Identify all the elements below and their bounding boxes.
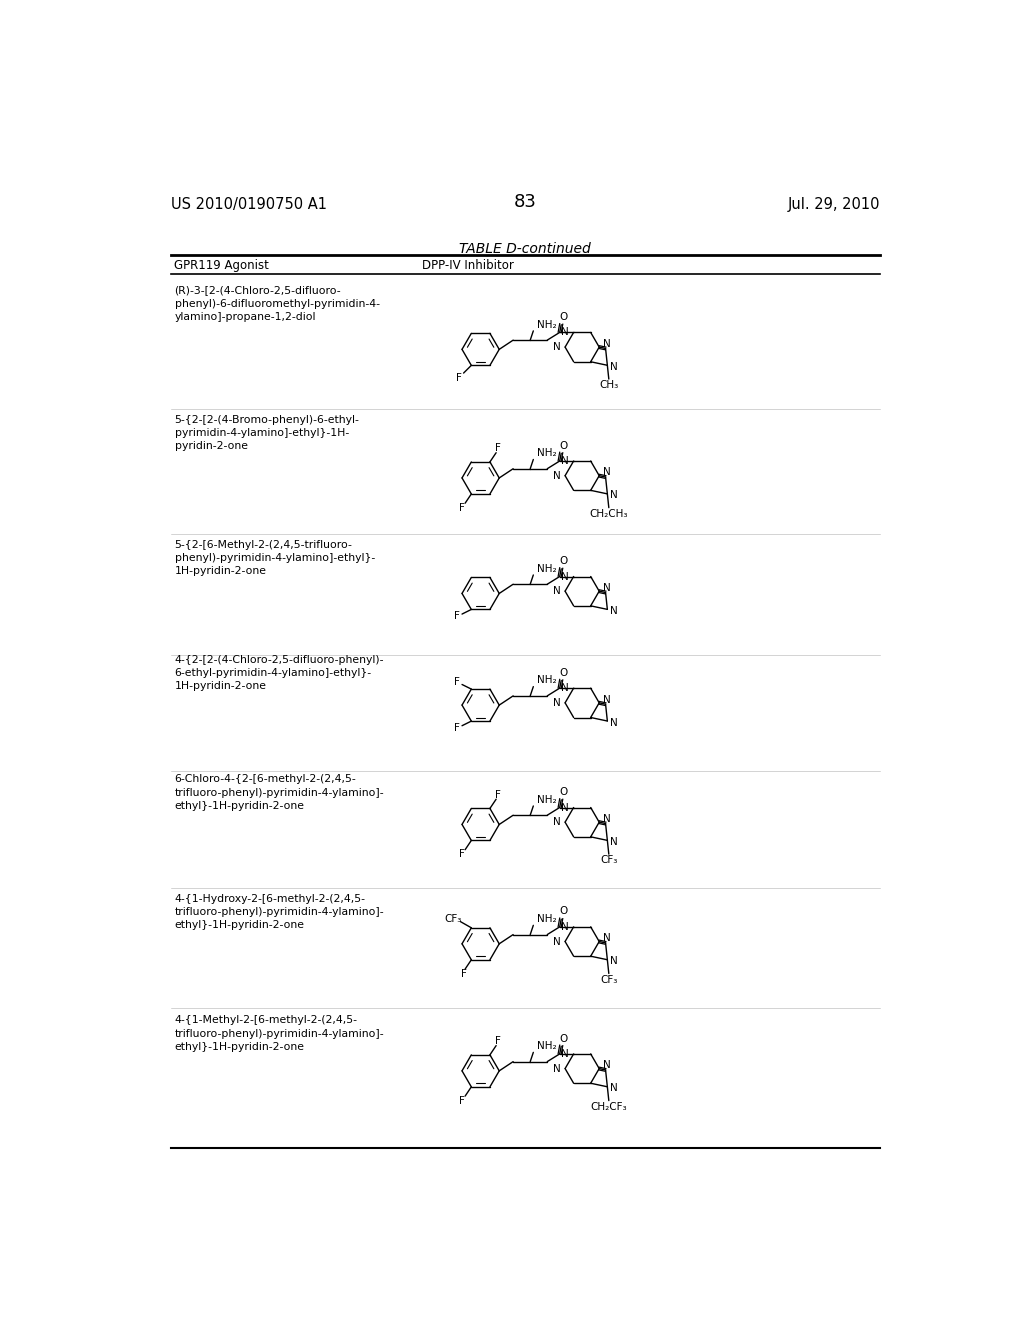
Text: N: N — [610, 491, 618, 500]
Text: NH₂: NH₂ — [538, 319, 557, 330]
Text: 4-{1-Hydroxy-2-[6-methyl-2-(2,4,5-
trifluoro-phenyl)-pyrimidin-4-ylamino]-
ethyl: 4-{1-Hydroxy-2-[6-methyl-2-(2,4,5- trifl… — [174, 894, 384, 931]
Text: F: F — [456, 372, 462, 383]
Text: N: N — [561, 803, 569, 813]
Text: F: F — [495, 444, 501, 453]
Text: F: F — [461, 969, 467, 978]
Text: 83: 83 — [513, 193, 537, 211]
Text: F: F — [459, 503, 465, 512]
Text: N: N — [603, 814, 611, 824]
Text: N: N — [561, 327, 569, 338]
Text: CH₂CF₃: CH₂CF₃ — [591, 1102, 627, 1111]
Text: N: N — [610, 606, 618, 616]
Text: 5-{2-[6-Methyl-2-(2,4,5-trifluoro-
phenyl)-pyrimidin-4-ylamino]-ethyl}-
1H-pyrid: 5-{2-[6-Methyl-2-(2,4,5-trifluoro- pheny… — [174, 540, 375, 576]
Text: N: N — [553, 471, 560, 480]
Text: 4-{2-[2-(4-Chloro-2,5-difluoro-phenyl)-
6-ethyl-pyrimidin-4-ylamino]-ethyl}-
1H-: 4-{2-[2-(4-Chloro-2,5-difluoro-phenyl)- … — [174, 655, 384, 692]
Text: NH₂: NH₂ — [538, 449, 557, 458]
Text: F: F — [454, 677, 460, 688]
Text: O: O — [559, 441, 567, 450]
Text: TABLE D-continued: TABLE D-continued — [459, 242, 591, 256]
Text: NH₂: NH₂ — [538, 676, 557, 685]
Text: O: O — [559, 668, 567, 677]
Text: 4-{1-Methyl-2-[6-methyl-2-(2,4,5-
trifluoro-phenyl)-pyrimidin-4-ylamino]-
ethyl}: 4-{1-Methyl-2-[6-methyl-2-(2,4,5- triflu… — [174, 1015, 384, 1052]
Text: N: N — [603, 933, 611, 944]
Text: N: N — [561, 455, 569, 466]
Text: F: F — [459, 1096, 465, 1106]
Text: N: N — [603, 694, 611, 705]
Text: N: N — [553, 586, 560, 597]
Text: CH₂CH₃: CH₂CH₃ — [590, 508, 628, 519]
Text: N: N — [553, 1064, 560, 1073]
Text: N: N — [561, 921, 569, 932]
Text: N: N — [553, 698, 560, 708]
Text: F: F — [454, 723, 460, 733]
Text: CF₃: CF₃ — [600, 974, 617, 985]
Text: US 2010/0190750 A1: US 2010/0190750 A1 — [171, 197, 327, 213]
Text: GPR119 Agonist: GPR119 Agonist — [174, 259, 269, 272]
Text: F: F — [454, 611, 460, 620]
Text: O: O — [559, 1034, 567, 1044]
Text: N: N — [610, 837, 618, 847]
Text: O: O — [559, 907, 567, 916]
Text: N: N — [603, 339, 611, 348]
Text: NH₂: NH₂ — [538, 564, 557, 574]
Text: 6-Chloro-4-{2-[6-methyl-2-(2,4,5-
trifluoro-phenyl)-pyrimidin-4-ylamino]-
ethyl}: 6-Chloro-4-{2-[6-methyl-2-(2,4,5- triflu… — [174, 775, 384, 810]
Text: O: O — [559, 312, 567, 322]
Text: (R)-3-[2-(4-Chloro-2,5-difluoro-
phenyl)-6-difluoromethyl-pyrimidin-4-
ylamino]-: (R)-3-[2-(4-Chloro-2,5-difluoro- phenyl)… — [174, 285, 380, 322]
Text: N: N — [610, 1084, 618, 1093]
Text: N: N — [553, 936, 560, 946]
Text: DPP-IV Inhibitor: DPP-IV Inhibitor — [423, 259, 514, 272]
Text: N: N — [610, 718, 618, 727]
Text: Jul. 29, 2010: Jul. 29, 2010 — [787, 197, 880, 213]
Text: N: N — [553, 342, 560, 352]
Text: F: F — [495, 789, 501, 800]
Text: N: N — [603, 467, 611, 478]
Text: O: O — [559, 556, 567, 566]
Text: N: N — [610, 956, 618, 966]
Text: CF₃: CF₃ — [600, 855, 617, 866]
Text: N: N — [561, 572, 569, 582]
Text: N: N — [561, 684, 569, 693]
Text: CF₃: CF₃ — [444, 913, 462, 924]
Text: NH₂: NH₂ — [538, 795, 557, 805]
Text: N: N — [553, 817, 560, 828]
Text: N: N — [561, 1049, 569, 1059]
Text: 5-{2-[2-(4-Bromo-phenyl)-6-ethyl-
pyrimidin-4-ylamino]-ethyl}-1H-
pyridin-2-one: 5-{2-[2-(4-Bromo-phenyl)-6-ethyl- pyrimi… — [174, 414, 359, 451]
Text: O: O — [559, 787, 567, 797]
Text: N: N — [603, 1060, 611, 1071]
Text: NH₂: NH₂ — [538, 915, 557, 924]
Text: F: F — [495, 1036, 501, 1045]
Text: F: F — [459, 849, 465, 859]
Text: NH₂: NH₂ — [538, 1041, 557, 1051]
Text: CH₃: CH₃ — [599, 380, 618, 391]
Text: N: N — [610, 362, 618, 372]
Text: N: N — [603, 583, 611, 593]
